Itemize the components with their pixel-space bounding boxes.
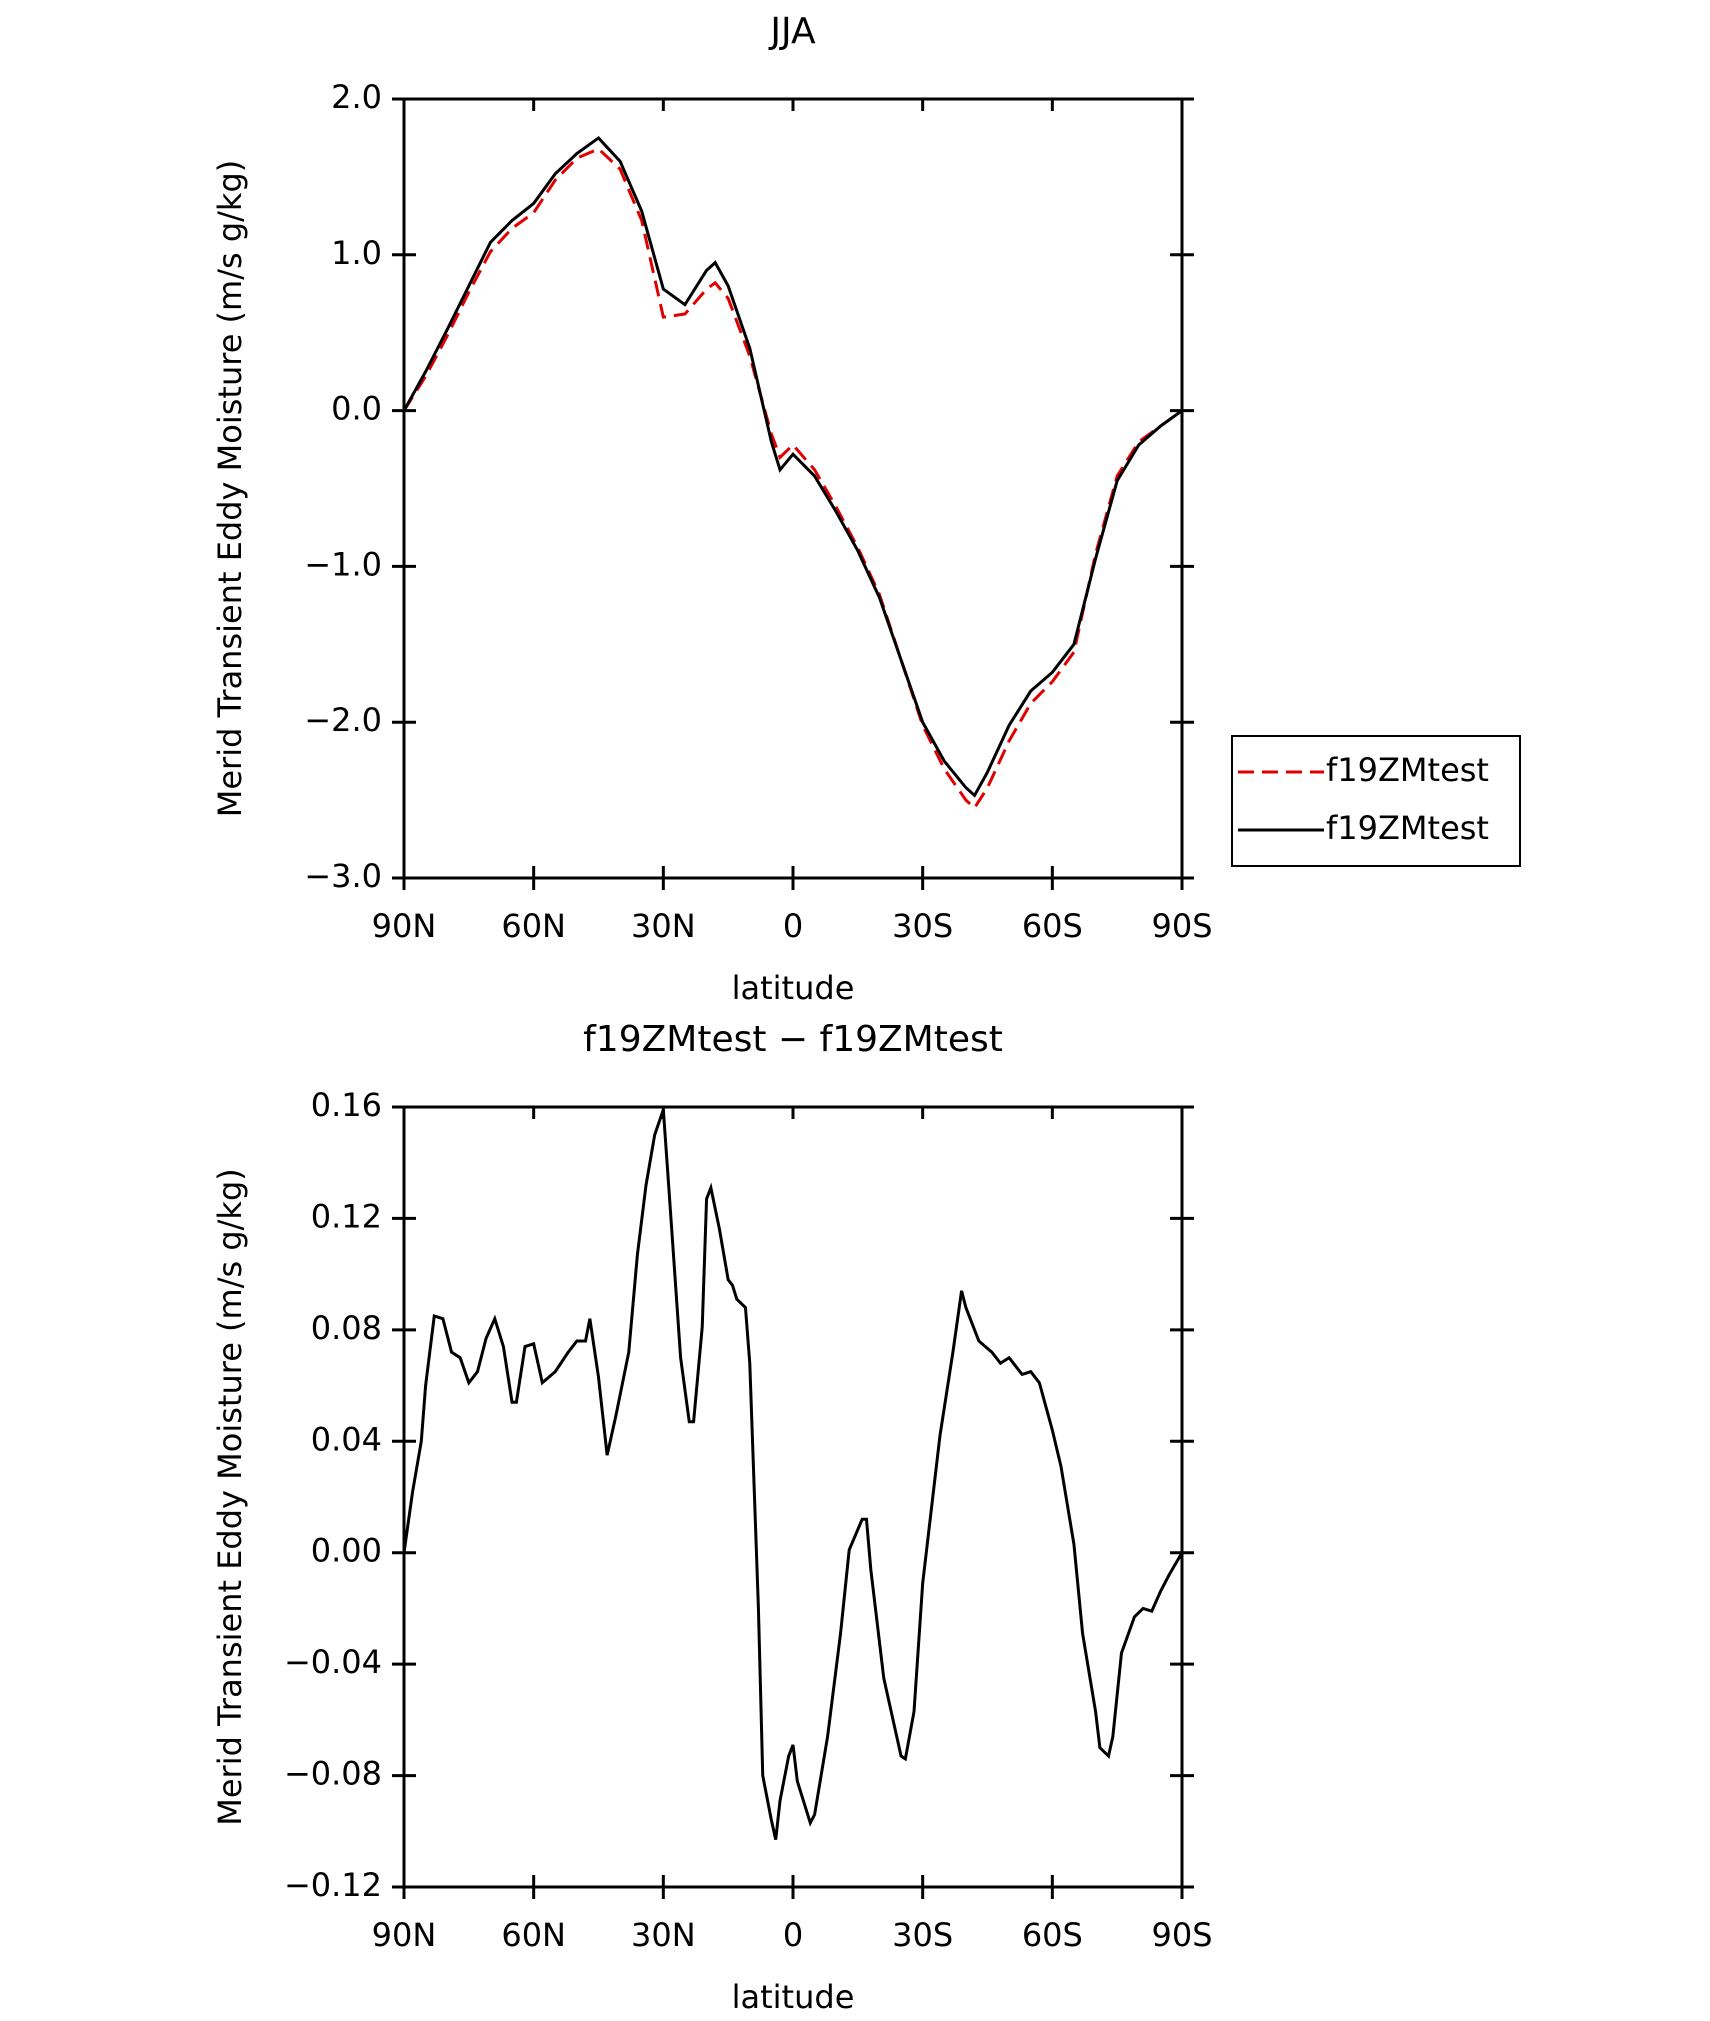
legend-label: f19ZMtest (1326, 809, 1489, 847)
y-tick-label: 0.08 (311, 1309, 382, 1347)
x-tick-label: 90N (372, 907, 437, 945)
y-tick-label: 0.16 (311, 1086, 382, 1124)
y-tick-label: 0.12 (311, 1197, 382, 1235)
x-tick-label: 90S (1151, 1916, 1212, 1954)
plot-frame (402, 1105, 1184, 1889)
y-tick-label: 2.0 (331, 78, 382, 116)
y-axis-label: Merid Transient Eddy Moisture (m/s g/kg) (211, 1168, 249, 1826)
y-axis-label: Merid Transient Eddy Moisture (m/s g/kg) (211, 160, 249, 818)
x-tick-label: 60S (1022, 907, 1083, 945)
y-tick-label: −0.04 (284, 1643, 382, 1681)
x-tick-label: 0 (783, 1916, 803, 1954)
chart-title: JJA (768, 11, 816, 52)
legend-box (1231, 735, 1521, 867)
legend-label: f19ZMtest (1326, 751, 1489, 789)
x-tick-label: 30S (892, 1916, 953, 1954)
x-tick-label: 30N (631, 907, 696, 945)
x-tick-label: 90N (372, 1916, 437, 1954)
x-axis-label: latitude (732, 1978, 855, 2016)
y-tick-label: 0.0 (331, 390, 382, 428)
x-tick-label: 60S (1022, 1916, 1083, 1954)
chart-title: f19ZMtest − f19ZMtest (583, 1019, 1003, 1060)
x-axis-label: latitude (732, 969, 855, 1007)
data-line (402, 147, 1183, 811)
x-tick-label: 60N (501, 1916, 566, 1954)
y-tick-label: 1.0 (331, 234, 382, 272)
y-tick-label: 0.00 (311, 1532, 382, 1570)
y-tick-label: −0.08 (284, 1755, 382, 1793)
y-tick-label: −2.0 (304, 701, 382, 739)
plot-frame (402, 97, 1184, 880)
data-line (402, 135, 1183, 798)
x-tick-label: 0 (783, 907, 803, 945)
y-tick-label: 0.04 (311, 1420, 382, 1458)
x-tick-label: 30S (892, 907, 953, 945)
x-tick-label: 90S (1151, 907, 1212, 945)
x-tick-label: 30N (631, 1916, 696, 1954)
y-tick-label: −0.12 (284, 1866, 382, 1904)
x-tick-label: 60N (501, 907, 566, 945)
y-tick-label: −3.0 (304, 857, 382, 895)
y-tick-label: −1.0 (304, 545, 382, 583)
data-line (402, 1109, 1184, 1840)
